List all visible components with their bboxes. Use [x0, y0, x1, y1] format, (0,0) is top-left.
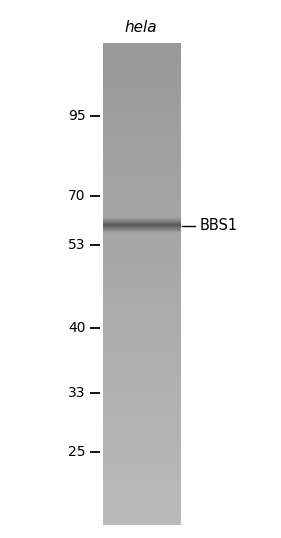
Text: BBS1: BBS1 — [200, 218, 238, 233]
Text: 25: 25 — [68, 445, 86, 459]
Text: 70: 70 — [68, 189, 86, 203]
Text: hela: hela — [125, 20, 158, 35]
Text: 53: 53 — [68, 238, 86, 252]
Text: 33: 33 — [68, 386, 86, 400]
Text: 40: 40 — [68, 321, 86, 335]
Text: 95: 95 — [68, 109, 86, 123]
